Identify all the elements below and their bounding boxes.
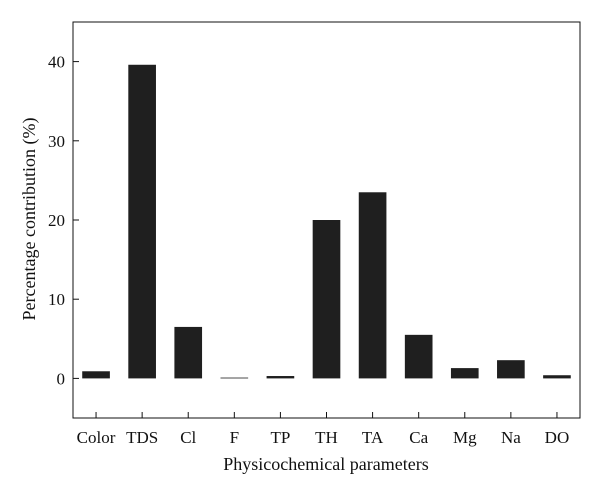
y-tick-label: 40: [48, 53, 65, 72]
x-tick-label: Mg: [453, 428, 477, 447]
bar-tp: [266, 376, 295, 379]
bar-tds: [128, 64, 156, 379]
x-tick-label: Cl: [180, 428, 196, 447]
bar-cl: [174, 326, 203, 379]
x-axis-title: Physicochemical parameters: [223, 454, 428, 474]
y-ticks: 0 10 20 30 40: [48, 53, 79, 388]
y-tick-label: 0: [57, 369, 66, 388]
x-tick-label: Color: [77, 428, 116, 447]
x-labels: Color TDS Cl F TP TH TA Ca Mg Na DO: [77, 412, 570, 447]
bar-ta: [358, 192, 387, 379]
y-tick-label: 30: [48, 132, 65, 151]
bar-na: [497, 360, 525, 379]
x-tick-label: TH: [315, 428, 338, 447]
bar-f: [220, 377, 249, 379]
x-tick-label: TP: [270, 428, 290, 447]
x-tick-label: Ca: [409, 428, 428, 447]
x-tick-label: F: [230, 428, 239, 447]
y-axis-title: Percentage contribution (%): [19, 118, 40, 321]
x-tick-label: DO: [545, 428, 570, 447]
bar-mg: [450, 368, 479, 379]
bar-th: [312, 220, 341, 379]
bar-ca: [404, 334, 433, 379]
y-tick-label: 10: [48, 290, 65, 309]
x-tick-label: TDS: [126, 428, 158, 447]
bar-do: [543, 375, 571, 379]
x-tick-label: Na: [501, 428, 521, 447]
bar-color: [82, 371, 110, 379]
y-tick-label: 20: [48, 211, 65, 230]
bars: [82, 64, 571, 379]
x-tick-label: TA: [362, 428, 384, 447]
